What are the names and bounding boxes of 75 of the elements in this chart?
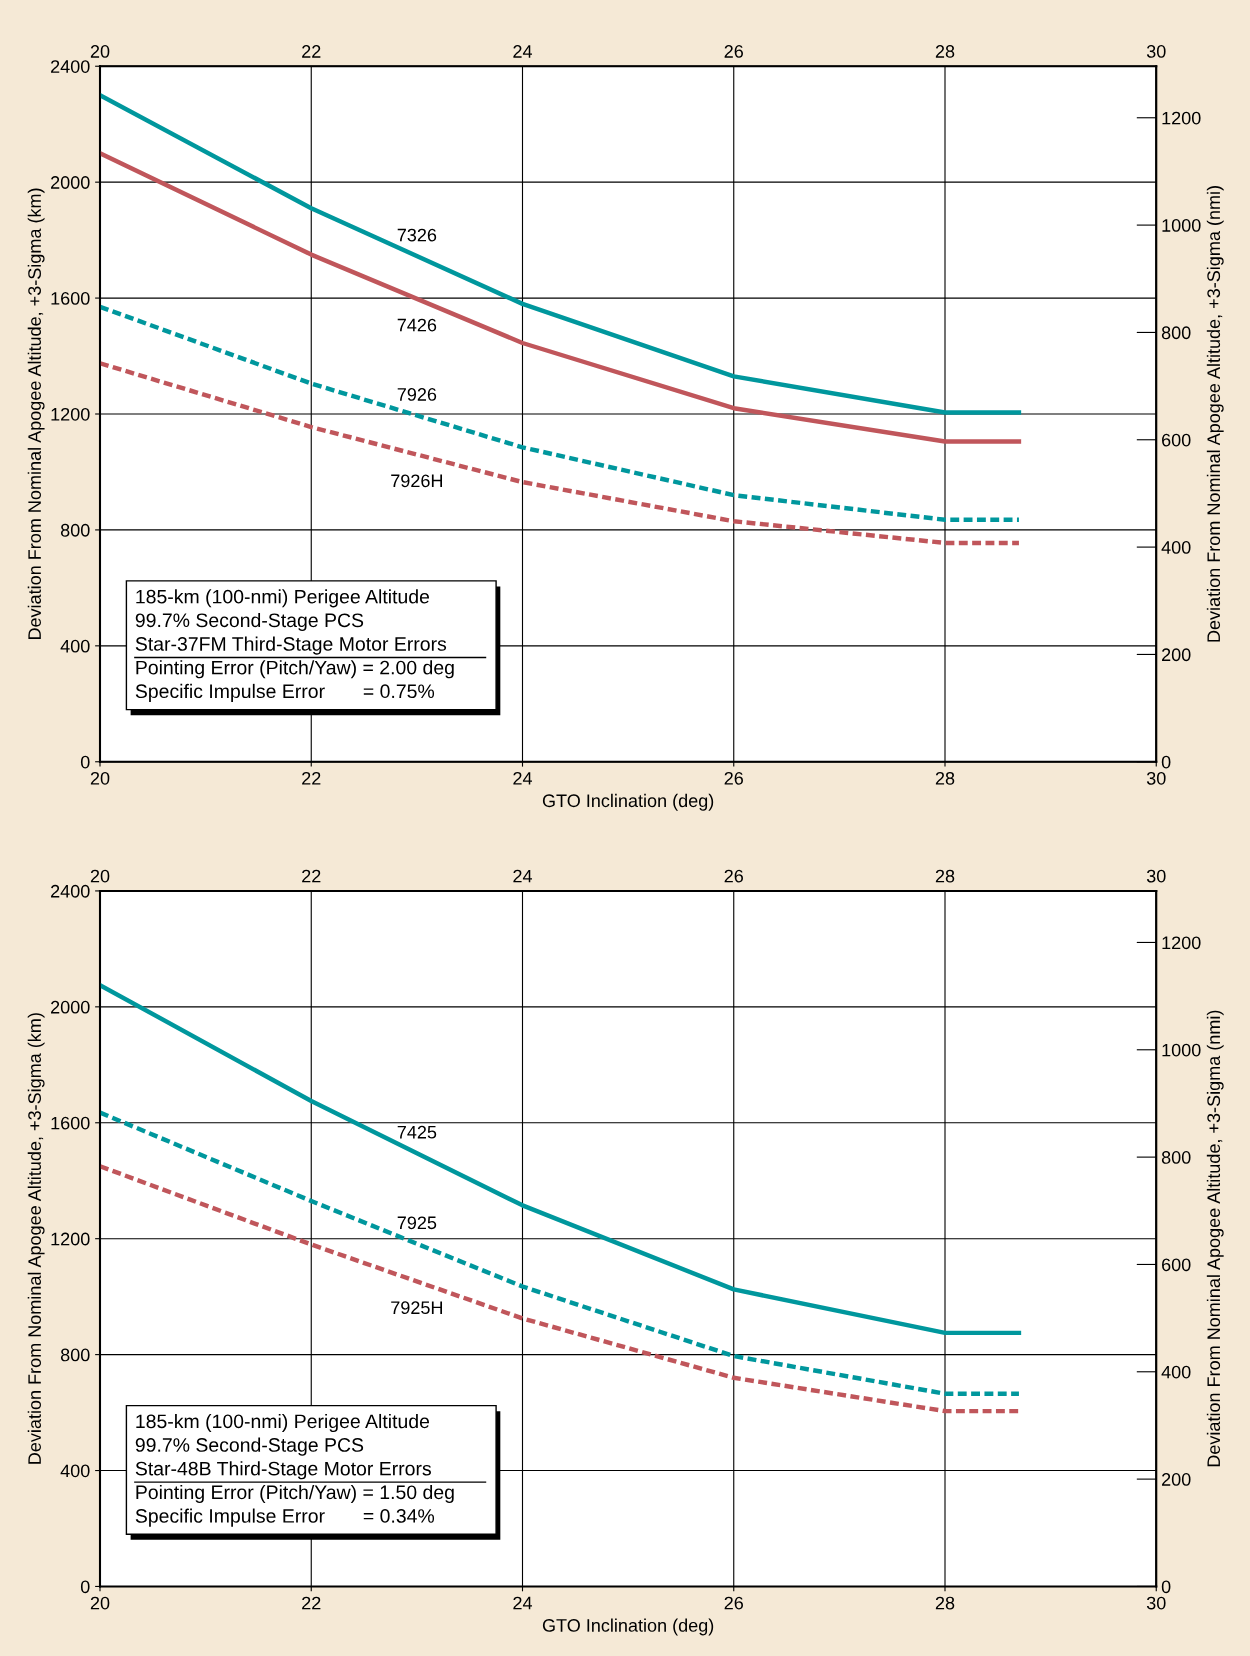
x-tick-label: 24 bbox=[513, 869, 533, 883]
y-tick-label: 2400 bbox=[51, 60, 90, 73]
x-tick-label: 24 bbox=[513, 45, 533, 58]
x2-tick-label: 30 bbox=[1146, 1596, 1166, 1610]
y-tick-label: 1600 bbox=[51, 1116, 90, 1130]
x-tick-label: 26 bbox=[724, 45, 743, 58]
x2-tick-label: 22 bbox=[302, 771, 321, 785]
annotation: Specific Impulse Error = 0.75% bbox=[135, 683, 435, 702]
x2-tick-label: 20 bbox=[90, 771, 110, 785]
y-tick-label: 800 bbox=[60, 1348, 90, 1362]
y-tick-label: 0 bbox=[80, 1580, 90, 1594]
y2-tick-label: 1000 bbox=[1162, 219, 1201, 232]
y2-tick-label: 0 bbox=[1161, 1580, 1171, 1594]
y2-tick-label: 600 bbox=[1162, 1258, 1191, 1272]
x-tick-label: 20 bbox=[90, 45, 110, 58]
y2-tick-label: 0 bbox=[1161, 755, 1171, 769]
annotation: 185-km (100-nmi) Perigee Altitude bbox=[136, 589, 430, 608]
y2-tick-label: 800 bbox=[1161, 1151, 1191, 1164]
y2-axis-title: Deviation From Nominal Apogee Altitude, +3-Sigma (nmi) bbox=[1206, 186, 1224, 642]
y2-tick-label: 400 bbox=[1161, 541, 1191, 554]
annotation: 185-km (100-nmi) Perigee Altitude bbox=[136, 1413, 430, 1433]
series-label: 7926H bbox=[391, 474, 443, 488]
x-tick-label: 22 bbox=[302, 45, 321, 58]
series-label: 7925 bbox=[397, 1216, 437, 1230]
y2-tick-label: 800 bbox=[1161, 326, 1191, 340]
x2-tick-label: 22 bbox=[302, 1596, 321, 1610]
x-tick-label: 20 bbox=[90, 869, 110, 883]
series-label: 7425 bbox=[397, 1125, 437, 1139]
annotation: Pointing Error (Pitch/Yaw) = 2.00 deg bbox=[136, 660, 454, 679]
annotation: 99.7% Second-Stage PCS bbox=[135, 1437, 364, 1456]
x-tick-label: 22 bbox=[302, 869, 321, 883]
x2-tick-label: 24 bbox=[513, 771, 533, 785]
annotation: Pointing Error (Pitch/Yaw) = 1.50 deg bbox=[136, 1484, 454, 1504]
x-tick-label: 28 bbox=[935, 869, 955, 883]
series-label: 7926 bbox=[397, 388, 437, 401]
x2-tick-label: 30 bbox=[1146, 771, 1166, 785]
annotation: 99.7% Second-Stage PCS bbox=[135, 612, 364, 632]
y-tick-label: 2000 bbox=[51, 176, 90, 189]
x-tick-label: 26 bbox=[724, 869, 743, 883]
annotation: Star-37FM Third-Stage Motor Errors bbox=[135, 636, 447, 655]
x2-tick-label: 24 bbox=[513, 1596, 533, 1610]
y-tick-label: 2000 bbox=[51, 1000, 90, 1014]
y-tick-label: 1200 bbox=[51, 407, 90, 421]
x-axis-title: GTO Inclination (deg) bbox=[542, 1618, 714, 1636]
x-tick-label: 30 bbox=[1146, 45, 1166, 58]
y-axis-title: Deviation From Nominal Apogee Altitude, +3-Sigma (km) bbox=[27, 188, 45, 640]
x2-tick-label: 26 bbox=[724, 771, 743, 785]
x-tick-label: 30 bbox=[1146, 869, 1166, 883]
x2-tick-label: 28 bbox=[935, 771, 955, 785]
y-tick-label: 1200 bbox=[51, 1232, 90, 1246]
y2-tick-label: 1000 bbox=[1162, 1043, 1201, 1057]
series-label: 7426 bbox=[397, 318, 437, 332]
series-label: 7326 bbox=[397, 228, 437, 242]
annotation: Star-48B Third-Stage Motor Errors bbox=[135, 1461, 431, 1480]
y2-tick-label: 200 bbox=[1162, 1473, 1191, 1486]
x2-tick-label: 26 bbox=[724, 1596, 743, 1610]
x-axis-title: GTO Inclination (deg) bbox=[542, 793, 714, 811]
y2-tick-label: 1200 bbox=[1162, 936, 1201, 950]
y2-tick-label: 600 bbox=[1162, 433, 1191, 447]
series-label: 7925H bbox=[391, 1301, 443, 1315]
y2-tick-label: 400 bbox=[1161, 1365, 1191, 1379]
annotation: Specific Impulse Error = 0.34% bbox=[135, 1508, 435, 1527]
x-tick-label: 28 bbox=[935, 45, 955, 58]
y-tick-label: 2400 bbox=[51, 884, 90, 898]
x2-tick-label: 20 bbox=[90, 1596, 110, 1610]
y2-axis-title: Deviation From Nominal Apogee Altitude, +3-Sigma (nmi) bbox=[1206, 1010, 1224, 1467]
y-tick-label: 400 bbox=[60, 1464, 90, 1478]
y2-tick-label: 1200 bbox=[1162, 111, 1201, 125]
y-tick-label: 800 bbox=[60, 523, 90, 537]
y-tick-label: 0 bbox=[80, 755, 90, 769]
y-axis-title: Deviation From Nominal Apogee Altitude, +3-Sigma (km) bbox=[27, 1013, 45, 1464]
x2-tick-label: 28 bbox=[935, 1596, 955, 1610]
y-tick-label: 400 bbox=[60, 639, 90, 653]
y-tick-label: 1600 bbox=[51, 292, 90, 305]
y2-tick-label: 200 bbox=[1162, 648, 1191, 662]
